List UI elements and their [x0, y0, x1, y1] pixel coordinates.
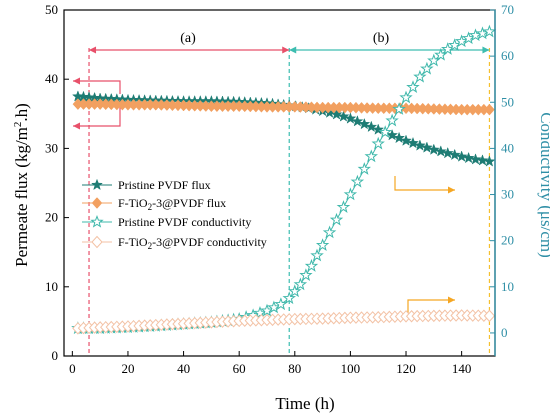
y-right-tick-label: 30 — [501, 187, 514, 202]
y-right-tick-label: 20 — [501, 233, 514, 248]
legend-label: Pristine PVDF flux — [118, 178, 211, 192]
region-a-label: (a) — [180, 31, 196, 46]
y-right-tick-label: 50 — [501, 94, 514, 109]
x-tick-label: 0 — [69, 361, 76, 376]
y-right-axis-title: Conductivity (μs/cm) — [537, 112, 550, 258]
y-right-tick-label: 70 — [501, 2, 514, 17]
x-axis-title: Time (h) — [275, 394, 334, 413]
x-tick-label: 20 — [121, 361, 134, 376]
x-tick-label: 80 — [288, 361, 301, 376]
y-right-tick-label: 60 — [501, 48, 514, 63]
x-tick-label: 100 — [341, 361, 361, 376]
x-tick-label: 40 — [177, 361, 190, 376]
y-left-tick-label: 40 — [45, 71, 58, 86]
x-tick-label: 120 — [396, 361, 416, 376]
y-right-tick-label: 40 — [501, 140, 514, 155]
y-left-tick-label: 10 — [45, 279, 58, 294]
y-right-tick-label: 10 — [501, 279, 514, 294]
y-right-tick-label: 0 — [501, 325, 508, 340]
y-left-tick-label: 0 — [52, 348, 59, 363]
legend-label: F-TiO2-3@PVDF conductivity — [118, 235, 267, 251]
y-left-tick-label: 20 — [45, 210, 58, 225]
region-b-label: (b) — [373, 31, 390, 46]
y-left-tick-label: 50 — [45, 2, 58, 17]
y-left-tick-label: 30 — [45, 140, 58, 155]
y-left-axis-title: Permeate flux (kg/m2.h) — [12, 103, 31, 267]
legend-label: F-TiO2-3@PVDF flux — [118, 196, 226, 212]
legend-label: Pristine PVDF conductivity — [118, 215, 251, 229]
x-tick-label: 60 — [233, 361, 246, 376]
x-tick-label: 140 — [452, 361, 472, 376]
